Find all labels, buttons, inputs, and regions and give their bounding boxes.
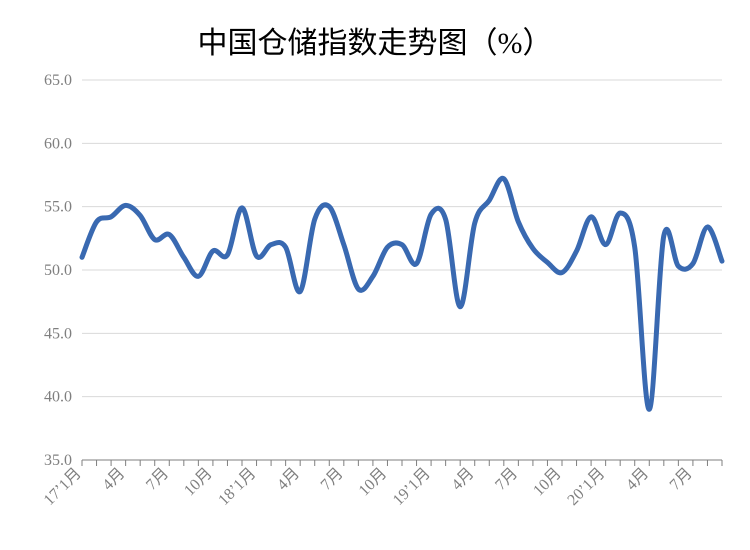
x-tick-label: 7月 [143, 465, 172, 494]
x-tick-label: 10月 [356, 465, 391, 500]
x-tick-label: 4月 [449, 465, 478, 494]
y-tick-label: 40.0 [44, 389, 72, 406]
x-tick-label: 4月 [99, 465, 128, 494]
x-tick-label: 17’1月 [41, 465, 85, 509]
y-tick-label: 50.0 [44, 262, 72, 279]
x-tick-label: 7月 [318, 465, 347, 494]
x-tick-label: 4月 [274, 465, 303, 494]
x-tick-label: 4月 [623, 465, 652, 494]
x-tick-label: 20’1月 [564, 465, 608, 509]
y-tick-label: 55.0 [44, 199, 72, 216]
chart-container: 中国仓储指数走势图（%） 35.040.045.050.055.060.065.… [0, 0, 750, 550]
x-tick-label: 7月 [492, 465, 521, 494]
x-tick-label: 18’1月 [215, 465, 259, 509]
y-tick-label: 35.0 [44, 452, 72, 469]
y-tick-label: 60.0 [44, 135, 72, 152]
series-line [82, 178, 722, 409]
x-tick-label: 10月 [181, 465, 216, 500]
x-tick-label: 7月 [667, 465, 696, 494]
x-tick-label: 19’1月 [390, 465, 434, 509]
chart-svg: 35.0 40.0 45.0 50.0 55.0 60.0 65.0 17’1月 4月 7月 10月… [0, 0, 750, 550]
y-tick-label: 65.0 [44, 72, 72, 89]
y-tick-label: 45.0 [44, 325, 72, 342]
x-tick-label: 10月 [530, 465, 565, 500]
